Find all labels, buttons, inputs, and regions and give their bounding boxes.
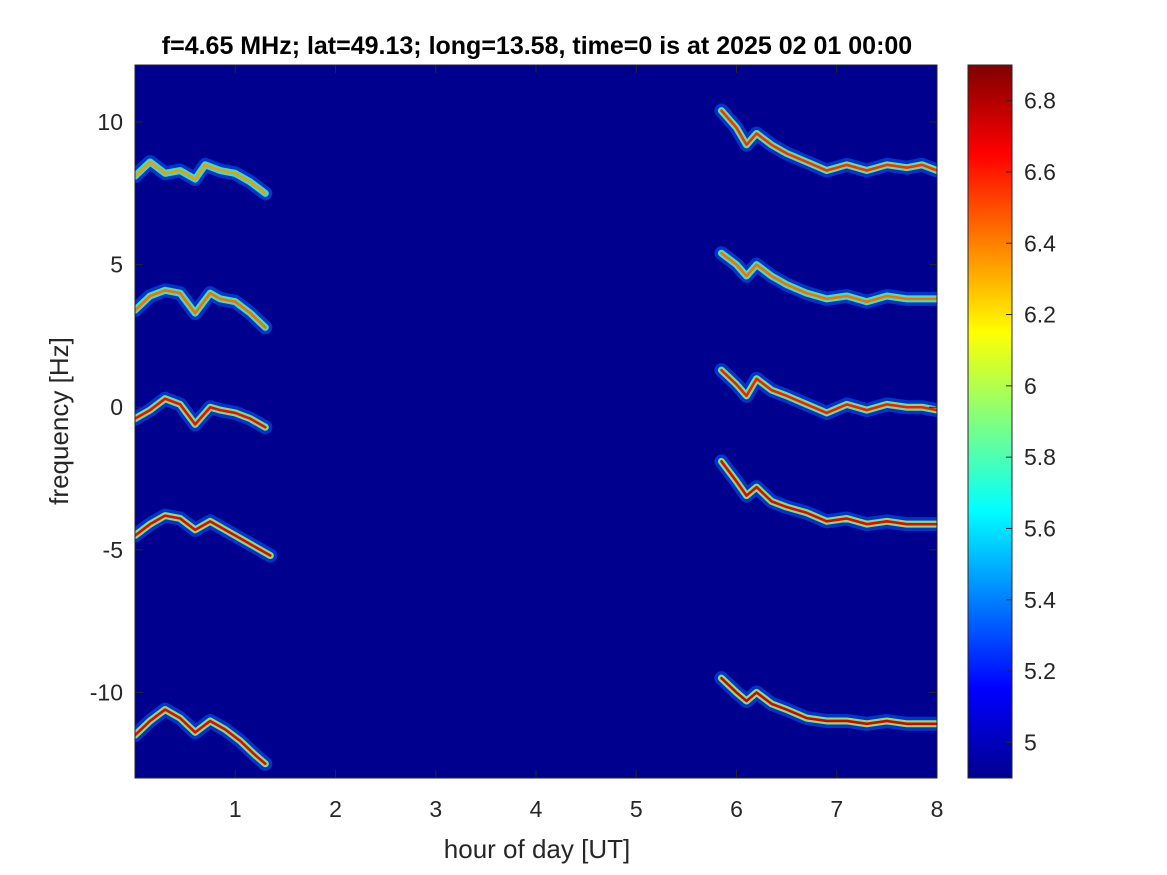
trace-core: [135, 289, 267, 329]
x-axis-label: hour of day [UT]: [444, 834, 630, 864]
x-tick-label: 3: [429, 796, 442, 822]
y-tick-label: 5: [110, 252, 123, 278]
y-axis-label: frequency [Hz]: [44, 337, 74, 505]
colorbar-tick-label: 6.2: [1024, 302, 1056, 328]
colorbar-tick-label: 6.8: [1024, 88, 1056, 114]
x-tick-label: 5: [630, 796, 643, 822]
spectral-traces: [135, 103, 937, 771]
trace-core: [135, 708, 267, 766]
x-tick-label: 8: [931, 796, 944, 822]
y-tick-label: 0: [110, 394, 123, 420]
trace-core: [720, 109, 937, 172]
trace-core: [135, 514, 272, 557]
y-tick-label: 10: [97, 109, 123, 135]
trace-core: [720, 368, 937, 415]
x-tick-label: 7: [830, 796, 843, 822]
y-tick-label: -5: [103, 537, 123, 563]
trace-core: [720, 460, 937, 526]
chart-title: f=4.65 MHz; lat=49.13; long=13.58, time=…: [162, 32, 912, 60]
x-tick-label: 1: [229, 796, 242, 822]
x-tick-label: 2: [329, 796, 342, 822]
colorbar-tick-label: 5.8: [1024, 444, 1056, 470]
y-axis-ticks: -10 -5 0 5 10: [90, 109, 937, 705]
colorbar: [967, 64, 1013, 779]
colorbar-tick-label: 5.6: [1024, 515, 1056, 541]
x-axis-ticks: 1 2 3 4 5 6 7 8: [229, 65, 944, 822]
colorbar-ticks: 5 5.2 5.4 5.6 5.8 6 6.2 6.4 6.6 6.8: [1006, 88, 1056, 755]
trace-core: [720, 251, 937, 304]
trace-core: [135, 160, 267, 195]
colorbar-tick-label: 6: [1024, 373, 1037, 399]
x-tick-label: 6: [730, 796, 743, 822]
x-tick-label: 4: [530, 796, 543, 822]
trace-core: [720, 676, 937, 726]
y-tick-label: -10: [90, 679, 123, 705]
colorbar-tick-label: 6.4: [1024, 230, 1056, 256]
trace-core: [135, 397, 267, 429]
colorbar-tick-label: 6.6: [1024, 159, 1056, 185]
colorbar-tick-label: 5.4: [1024, 587, 1056, 613]
colorbar-tick-label: 5.2: [1024, 658, 1056, 684]
colorbar-tick-label: 5: [1024, 729, 1037, 755]
